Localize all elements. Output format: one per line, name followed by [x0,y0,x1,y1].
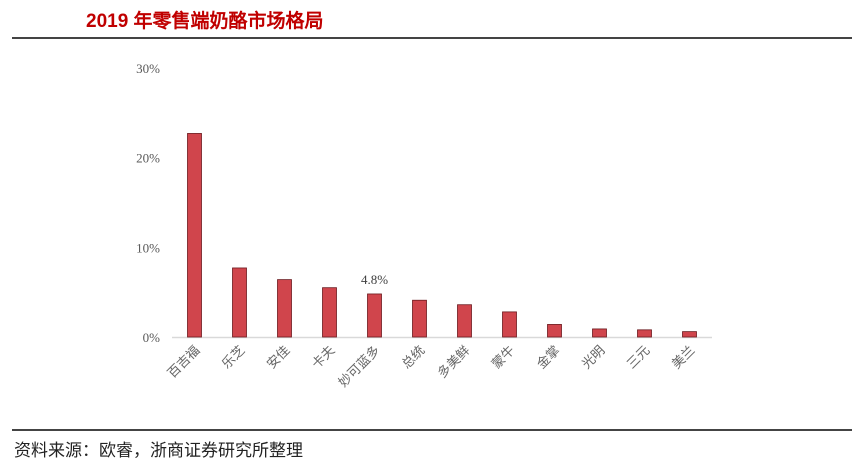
x-tick-label: 妙可蓝多 [335,343,383,391]
x-tick-label: 乐芝 [219,343,249,373]
y-tick-label: 10% [136,240,160,255]
y-tick-label: 20% [136,151,160,166]
x-tick-label: 百吉福 [165,343,203,381]
bar [547,324,562,338]
source-note: 资料来源：欧睿，浙商证券研究所整理 [14,441,303,461]
x-tick-label: 美兰 [669,343,698,372]
data-label: 4.8% [361,272,388,287]
bar [232,267,247,338]
x-tick-label: 安佳 [264,343,293,372]
x-tick-label: 总统 [399,343,428,372]
y-tick-label: 30% [136,61,160,76]
x-tick-label: 金掌 [534,343,564,373]
x-tick-label: 蒙牛 [489,343,518,372]
y-tick-label: 0% [143,330,161,345]
bar [682,331,697,338]
bar [187,133,202,338]
x-tick-label: 卡夫 [309,343,338,372]
bar [457,304,472,338]
bar [367,293,382,338]
x-tick-label: 光明 [579,343,608,372]
bar [277,279,292,338]
bar [502,311,517,338]
bar [412,299,427,338]
bottom-divider [12,429,852,431]
page-title: 2019 年零售端奶酪市场格局 [86,11,324,32]
top-divider [12,37,852,39]
x-tick-label: 多美鲜 [434,343,473,382]
bar [592,328,607,338]
bar [637,329,652,338]
x-tick-label: 三元 [624,343,653,372]
bar [322,287,337,338]
